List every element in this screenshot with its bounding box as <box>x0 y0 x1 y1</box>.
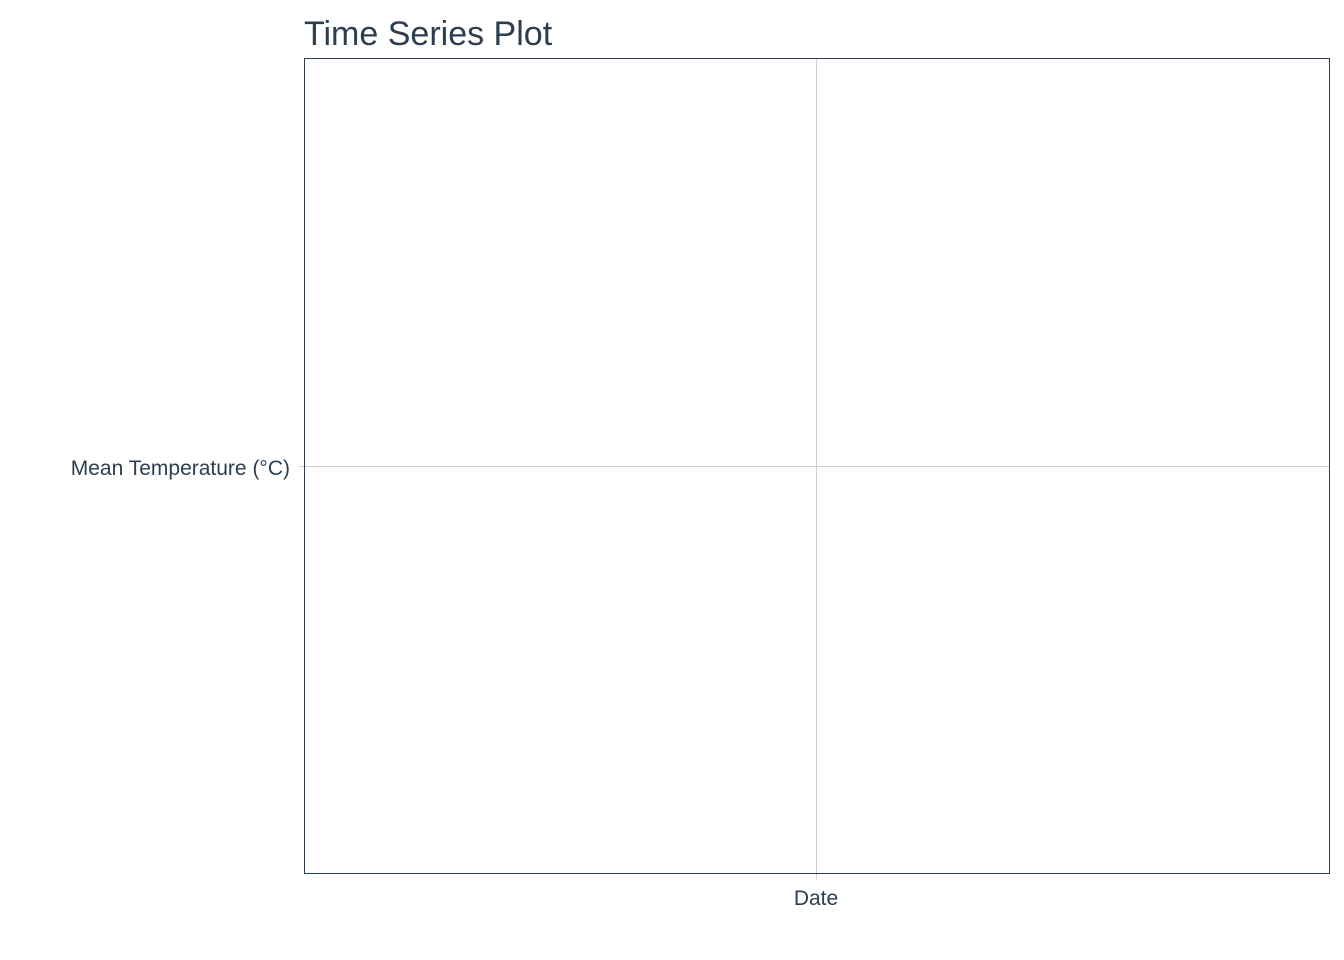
plot-frame <box>304 58 1330 874</box>
y-tick-label: Mean Temperature (°C) <box>71 457 290 480</box>
x-tick-label: Date <box>794 887 838 910</box>
plot-area <box>298 58 1330 880</box>
chart-title: Time Series Plot <box>304 15 553 53</box>
